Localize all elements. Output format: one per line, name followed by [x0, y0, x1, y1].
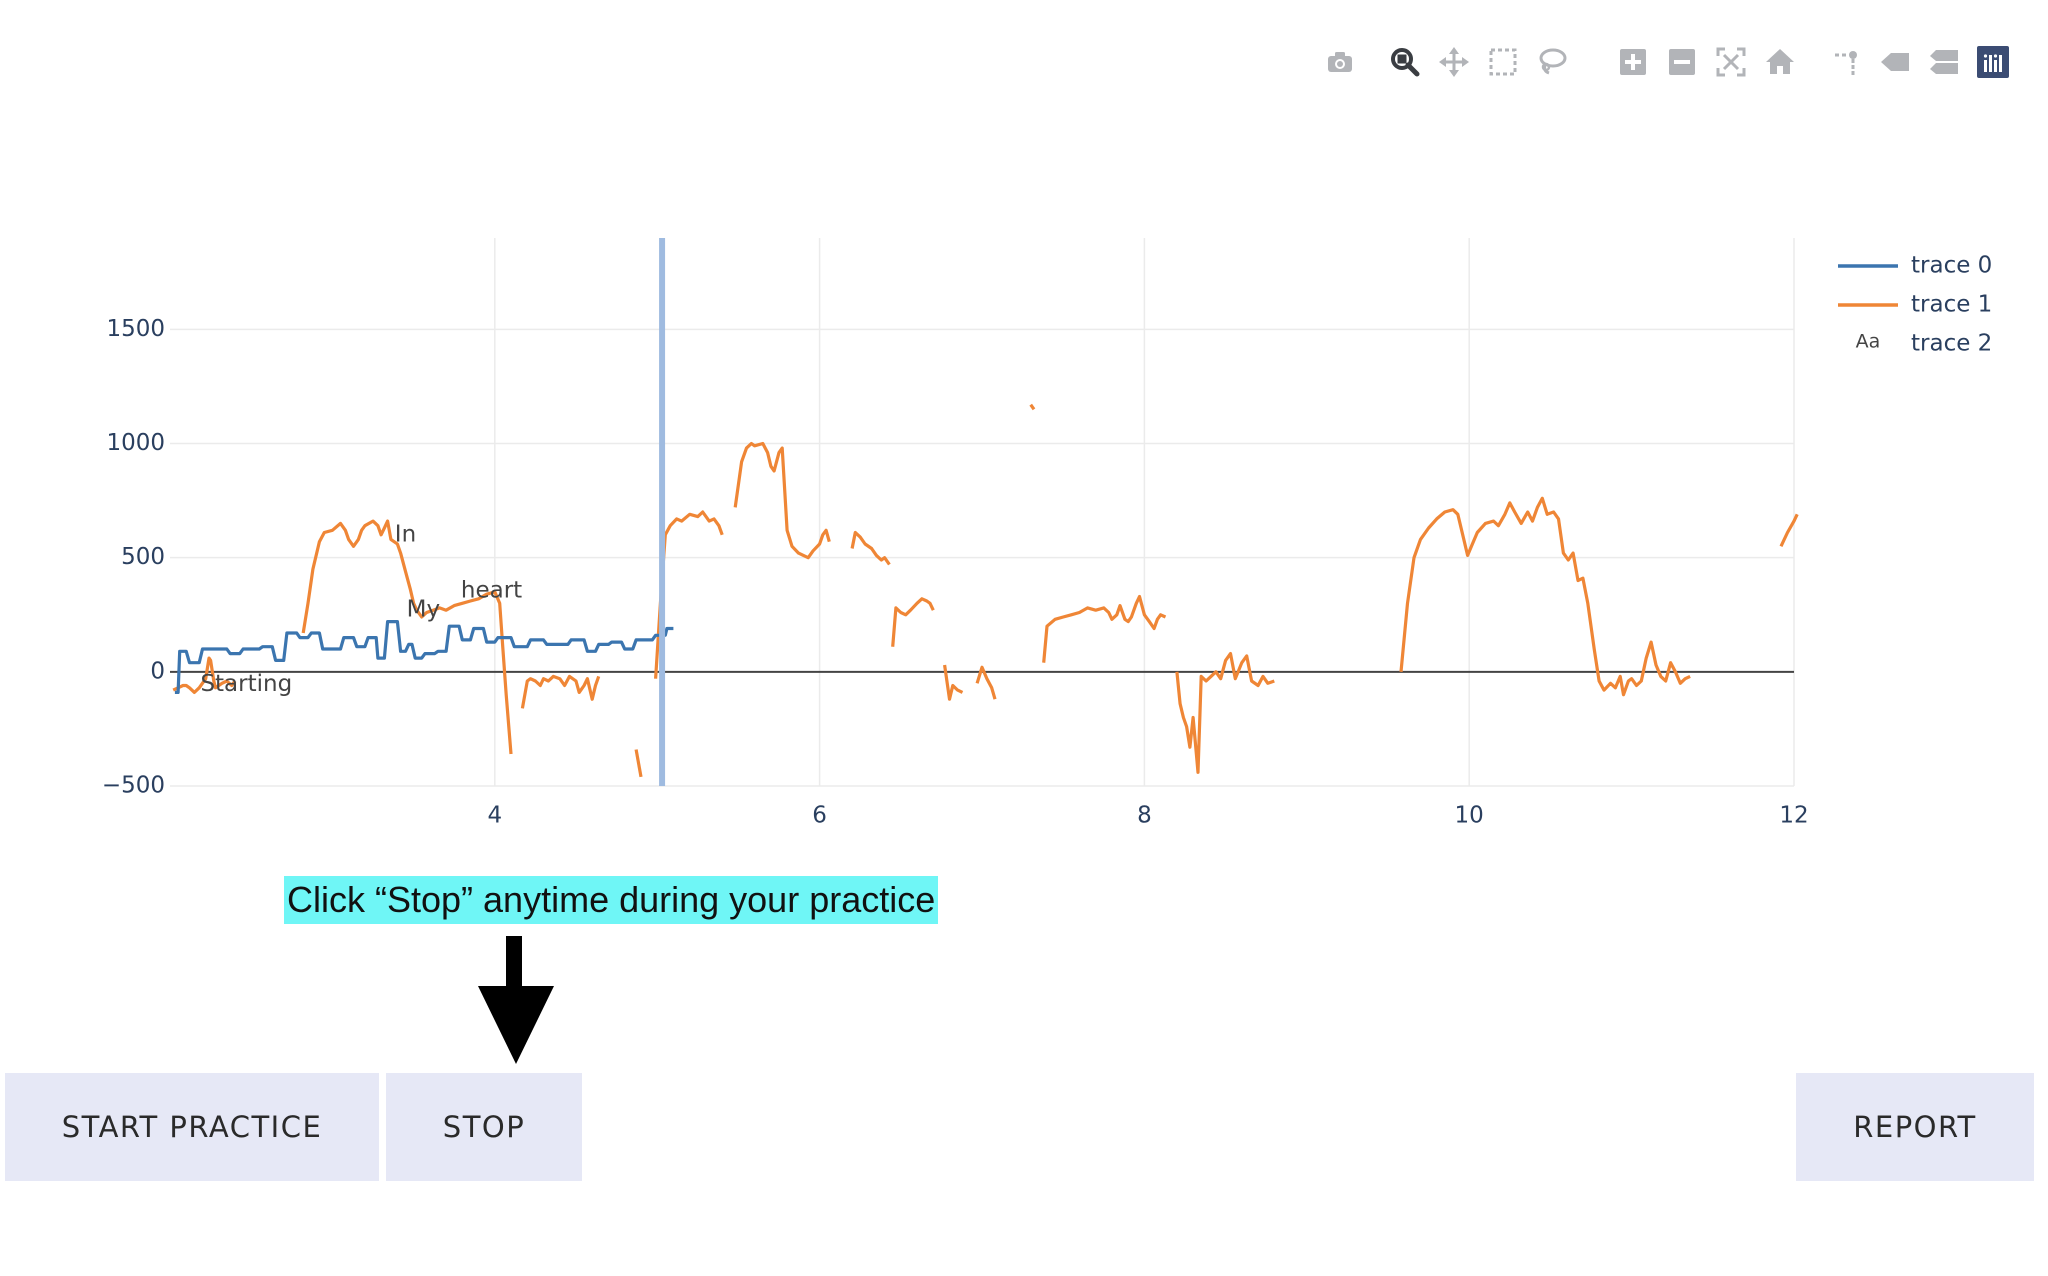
- plotly-logo-button[interactable]: [1973, 40, 2013, 84]
- x-tick-label: 10: [1455, 803, 1484, 829]
- hover-closest-icon: [1881, 53, 1909, 71]
- y-tick-label: 1000: [106, 430, 165, 456]
- trace-1-line: [172, 656, 237, 695]
- trace-1-line: [654, 510, 724, 679]
- hover-compare-button[interactable]: [1924, 40, 1964, 84]
- lyric-text-mark: heart: [461, 577, 522, 603]
- zoom-in-icon: [1620, 49, 1646, 75]
- hover-compare-icon: [1930, 50, 1958, 74]
- legend-label: trace 2: [1911, 331, 1992, 357]
- legend-item[interactable]: trace 0: [1838, 253, 1992, 279]
- y-tick-label: −500: [102, 773, 165, 799]
- traces: [172, 403, 1799, 778]
- trace-1-line: [301, 519, 513, 755]
- lasso-select-icon: [1539, 48, 1567, 75]
- trace-1-line: [634, 749, 643, 778]
- camera-icon: [1328, 52, 1352, 72]
- instruction-callout: Click “Stop” anytime during your practic…: [284, 876, 939, 924]
- gridlines: [170, 238, 1795, 787]
- legend-item[interactable]: trace 1: [1838, 292, 1992, 318]
- zoom-out-icon: [1669, 49, 1695, 75]
- legend-label: trace 1: [1911, 292, 1992, 318]
- trace-1-line: [520, 674, 601, 709]
- lyric-text-mark: Starting: [200, 671, 292, 697]
- x-tick-label: 4: [487, 803, 502, 829]
- reset-axes-icon: [1766, 49, 1794, 74]
- lasso-select-button[interactable]: [1532, 40, 1572, 84]
- zoom-out-button[interactable]: [1662, 40, 1702, 84]
- hover-closest-button[interactable]: [1875, 40, 1915, 84]
- x-tick-label: 8: [1137, 803, 1152, 829]
- legend: trace 0 trace 1 Aa trace 2: [1838, 253, 1992, 357]
- report-button[interactable]: REPORT: [1796, 1073, 2034, 1181]
- plotly-logo-icon: [1977, 46, 2009, 78]
- trace-1-line: [1042, 594, 1167, 663]
- spike-lines-icon: [1835, 51, 1857, 75]
- lyric-text-mark: In: [395, 521, 416, 547]
- legend-text-symbol: Aa: [1856, 331, 1881, 353]
- pan-button[interactable]: [1434, 40, 1474, 84]
- spike-lines-button[interactable]: [1826, 40, 1866, 84]
- stop-button[interactable]: STOP: [386, 1073, 582, 1181]
- x-axis-ticks: 4 6 8 10 12: [487, 803, 1808, 829]
- zoom-icon: [1391, 48, 1420, 77]
- camera-button[interactable]: [1320, 40, 1360, 84]
- playback-cursor[interactable]: [659, 238, 666, 786]
- y-axis-ticks: −500 0 500 1000 1500: [102, 316, 165, 799]
- zoom-in-button[interactable]: [1613, 40, 1653, 84]
- x-tick-label: 6: [812, 803, 827, 829]
- y-tick-label: 500: [121, 544, 165, 570]
- modebar: [1320, 40, 2032, 84]
- autoscale-icon: [1716, 47, 1746, 77]
- y-tick-label: 0: [150, 658, 165, 684]
- start-practice-button[interactable]: START PRACTICE: [5, 1073, 379, 1181]
- y-tick-label: 1500: [106, 316, 165, 342]
- autoscale-button[interactable]: [1711, 40, 1751, 84]
- reset-axes-button[interactable]: [1760, 40, 1800, 84]
- legend-label: trace 0: [1911, 253, 1992, 279]
- trace-1-line: [891, 597, 935, 647]
- pan-icon: [1439, 47, 1469, 77]
- trace-1-line: [850, 530, 891, 566]
- trace-1-line: [1175, 651, 1275, 774]
- x-tick-label: 12: [1779, 803, 1808, 829]
- zoom-button[interactable]: [1385, 40, 1425, 84]
- legend-item[interactable]: Aa trace 2: [1856, 331, 1993, 357]
- trace-1-line: [975, 665, 997, 700]
- trace-1-line: [1779, 513, 1799, 547]
- trace-1-line: [733, 441, 831, 560]
- trace-0-line: [174, 619, 674, 695]
- trace-1-line: [1029, 403, 1036, 411]
- trace-1-line: [1399, 496, 1691, 697]
- trace-1-line: [943, 664, 964, 701]
- box-select-icon: [1489, 48, 1517, 76]
- down-arrow-icon: [478, 936, 554, 1064]
- box-select-button[interactable]: [1483, 40, 1523, 84]
- lyric-text-mark: My: [407, 597, 440, 623]
